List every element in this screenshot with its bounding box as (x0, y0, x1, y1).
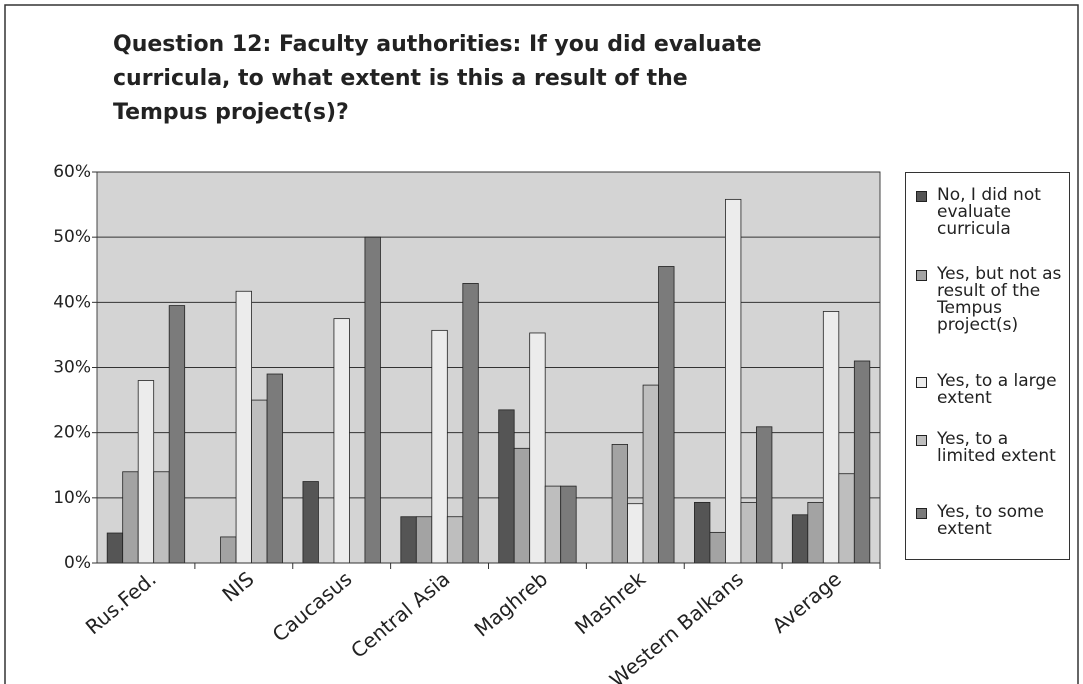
bar (658, 266, 675, 564)
bar (168, 305, 186, 564)
bar (756, 426, 773, 564)
legend-swatch (916, 270, 927, 281)
legend-label: Yes, to some extent (937, 502, 1044, 539)
x-tick-label: Average (767, 567, 845, 638)
legend: No, I did not evaluate curricula Yes, but… (905, 172, 1070, 560)
bar (513, 447, 531, 564)
bar (791, 514, 809, 564)
bar (462, 283, 479, 564)
bar (220, 536, 237, 564)
x-tick-label: Rus.Fed. (81, 567, 161, 640)
bar (415, 516, 433, 564)
bar (529, 332, 546, 564)
bar (137, 380, 155, 564)
bar (740, 501, 757, 564)
legend-swatch (916, 377, 927, 388)
x-tick-label: Maghreb (470, 567, 553, 642)
legend-swatch (916, 435, 927, 446)
legend-label: No, I did not evaluate curricula (937, 185, 1041, 239)
y-tick-label: 10% (53, 488, 91, 508)
bar (266, 373, 283, 564)
legend-label: Yes, but not as result of the Tempus pro… (937, 264, 1062, 335)
bar (302, 481, 319, 564)
bar (694, 501, 711, 564)
chart-title: Question 12: Faculty authorities: If you… (113, 32, 762, 125)
y-tick-label: 40% (53, 292, 91, 312)
bar (235, 290, 252, 564)
bar (333, 318, 350, 564)
y-tick-label: 50% (53, 227, 91, 247)
bar (838, 473, 855, 564)
bar (709, 531, 726, 564)
bar (106, 532, 124, 564)
bar (807, 501, 824, 564)
x-tick-label: Central Asia (346, 567, 454, 663)
y-tick-label: 30% (53, 358, 91, 378)
x-tick-label: Mashrek (570, 566, 650, 639)
bar (544, 485, 562, 564)
bar (498, 409, 515, 564)
bar (251, 399, 268, 564)
bar (560, 485, 577, 564)
y-tick-label: 0% (64, 553, 91, 573)
bar (122, 471, 139, 564)
bar (853, 360, 871, 564)
y-tick-label: 60% (53, 162, 91, 182)
bar (627, 503, 644, 564)
legend-label: Yes, to a large extent (937, 371, 1057, 408)
bar (446, 516, 464, 564)
bar (431, 329, 448, 564)
bar (364, 236, 381, 564)
x-tick-label: Caucasus (268, 567, 357, 647)
bar (642, 384, 659, 564)
bar (822, 311, 840, 564)
bar (153, 471, 170, 564)
legend-swatch (916, 508, 927, 519)
bar (611, 443, 628, 564)
frame (4, 4, 1079, 684)
legend-swatch (916, 191, 927, 202)
y-tick-label: 20% (53, 423, 91, 443)
bar (725, 198, 742, 564)
bar (400, 516, 417, 564)
legend-label: Yes, to a limited extent (937, 429, 1056, 466)
x-tick-label: NIS (217, 567, 258, 607)
